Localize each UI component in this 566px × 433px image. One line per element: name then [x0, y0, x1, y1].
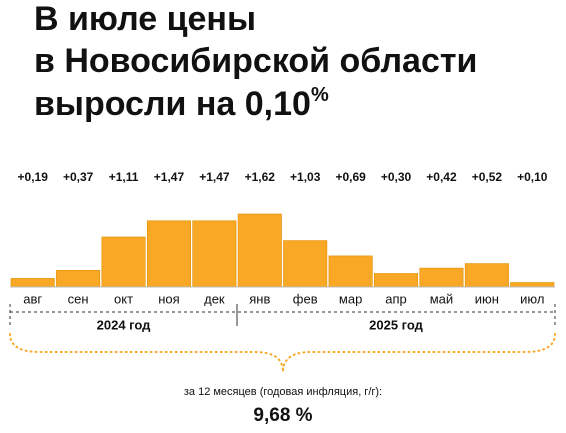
bar — [464, 263, 509, 288]
x-tick-label: ноя — [158, 291, 179, 306]
x-tick-label: сен — [68, 291, 89, 306]
value-label: +1,47 — [199, 170, 230, 184]
value-label: +0,37 — [63, 170, 94, 184]
label-bg — [92, 317, 156, 333]
group-label: 2024 год — [97, 317, 152, 332]
brace — [9, 333, 556, 373]
x-tick-label: окт — [114, 291, 133, 306]
title-text: выросли на 0,10 — [34, 85, 311, 123]
bar — [101, 236, 146, 288]
value-label: +1,62 — [245, 170, 276, 184]
value-label: +0,10 — [517, 170, 548, 184]
bar — [192, 220, 237, 288]
x-tick-label: фев — [293, 291, 318, 306]
bar — [419, 267, 464, 288]
bar — [328, 255, 373, 288]
bar — [146, 220, 191, 288]
value-label: +0,42 — [426, 170, 457, 184]
label-bg — [365, 317, 428, 333]
title-line: В июле цены — [34, 0, 256, 38]
group-label: 2025 год — [369, 317, 424, 332]
value-label: +1,03 — [290, 170, 321, 184]
bar — [56, 270, 101, 288]
value-label: +1,47 — [154, 170, 185, 184]
bar — [510, 282, 555, 288]
bar — [10, 278, 55, 288]
x-tick-label: дек — [204, 291, 225, 306]
x-tick-label: июн — [475, 291, 499, 306]
annual-value: 9,68 % — [253, 405, 312, 426]
title-unit: % — [311, 84, 329, 106]
value-label: +1,11 — [109, 170, 139, 184]
x-tick-label: май — [430, 291, 453, 306]
bar — [374, 273, 419, 288]
bar — [283, 240, 328, 288]
bar — [237, 213, 282, 288]
x-tick-label: янв — [249, 291, 270, 306]
value-label: +0,52 — [472, 170, 503, 184]
title-line: в Новосибирской области — [34, 42, 477, 80]
x-tick-label: апр — [385, 291, 407, 306]
value-label: +0,30 — [381, 170, 412, 184]
x-tick-label: мар — [339, 291, 362, 306]
value-label: +0,19 — [18, 170, 49, 184]
x-tick-label: июл — [520, 291, 544, 306]
annual-label: за 12 месяцев (годовая инфляция, г/г): — [184, 386, 382, 398]
value-label: +0,69 — [335, 170, 366, 184]
x-tick-label: авг — [23, 291, 42, 306]
title-line: выросли на 0,10% — [34, 84, 329, 123]
